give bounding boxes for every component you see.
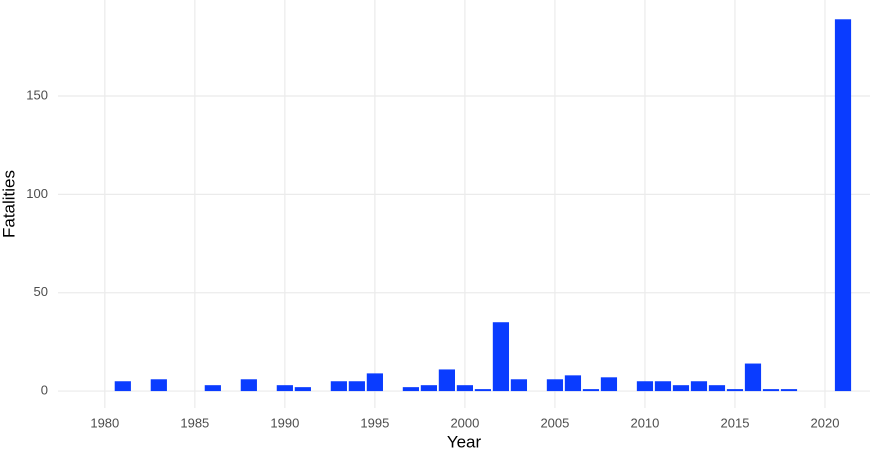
bar bbox=[492, 322, 510, 392]
y-axis-title: Fatalities bbox=[0, 170, 18, 238]
bar bbox=[366, 373, 383, 392]
bar bbox=[204, 385, 221, 392]
x-tick-label: 2020 bbox=[811, 415, 840, 430]
bar bbox=[708, 385, 726, 392]
y-tick-label: 150 bbox=[26, 87, 48, 102]
bar bbox=[402, 387, 419, 392]
x-tick-label: 1995 bbox=[360, 415, 389, 430]
x-axis-title: Year bbox=[447, 432, 482, 451]
bar bbox=[420, 385, 437, 392]
bar bbox=[582, 389, 600, 392]
bar bbox=[744, 363, 762, 392]
bar bbox=[276, 385, 293, 392]
bars bbox=[114, 19, 852, 392]
bar bbox=[348, 381, 365, 392]
bar bbox=[636, 381, 654, 392]
bar bbox=[438, 369, 455, 392]
bar bbox=[294, 387, 311, 392]
x-tick-label: 1990 bbox=[270, 415, 299, 430]
x-tick-label: 1980 bbox=[90, 415, 119, 430]
bar bbox=[654, 381, 672, 392]
grid bbox=[58, 0, 870, 408]
bar bbox=[510, 379, 528, 392]
y-tick-label: 100 bbox=[26, 186, 48, 201]
bar bbox=[762, 389, 780, 392]
x-tick-label: 2005 bbox=[540, 415, 569, 430]
bar bbox=[690, 381, 708, 392]
bar bbox=[600, 377, 618, 392]
bar bbox=[564, 375, 582, 392]
x-tick-label: 1985 bbox=[180, 415, 209, 430]
x-tick-label: 2015 bbox=[721, 415, 750, 430]
bar bbox=[726, 389, 744, 392]
bar bbox=[330, 381, 347, 392]
bar bbox=[672, 385, 690, 392]
x-tick-label: 2000 bbox=[450, 415, 479, 430]
bar bbox=[474, 389, 492, 392]
bar bbox=[150, 379, 167, 392]
y-tick-label: 0 bbox=[41, 383, 48, 398]
y-tick-label: 50 bbox=[34, 284, 48, 299]
bar bbox=[834, 19, 852, 392]
x-tick-label: 2010 bbox=[630, 415, 659, 430]
bar bbox=[114, 381, 131, 392]
bar bbox=[780, 389, 798, 392]
bar bbox=[546, 379, 564, 392]
bar bbox=[456, 385, 474, 392]
bar bbox=[240, 379, 257, 392]
